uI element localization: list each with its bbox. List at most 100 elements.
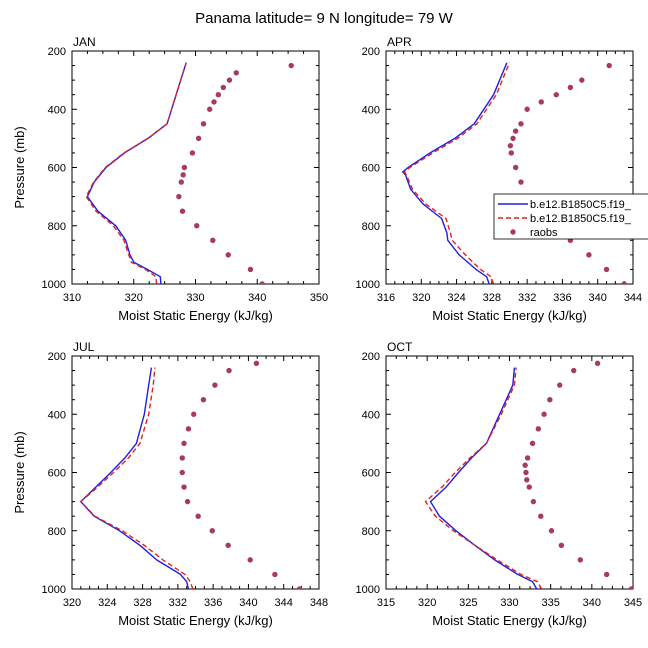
raobs-point-jan bbox=[178, 179, 184, 185]
y-tick-label-jul: 600 bbox=[48, 468, 66, 480]
raobs-point-oct bbox=[603, 571, 610, 578]
panel-apr: APR 316 320 324 328 332 336 340 344 200 400 600 800 1… bbox=[356, 35, 643, 323]
raobs-point-jan bbox=[211, 99, 217, 105]
x-axis-label-jul: Moist Static Energy (kJ/kg) bbox=[118, 613, 273, 628]
raobs-point-apr bbox=[567, 84, 574, 91]
raobs-point-jan bbox=[247, 266, 254, 273]
model-solid-line-jan bbox=[86, 62, 187, 284]
x-tick-label-oct: 325 bbox=[459, 597, 477, 609]
y-tick-label-oct: 800 bbox=[362, 526, 380, 538]
legend-box bbox=[493, 193, 648, 240]
x-tick-label-oct: 340 bbox=[583, 597, 601, 609]
model-dashed-line-jul bbox=[80, 367, 194, 589]
series-group-jul bbox=[80, 360, 303, 589]
y-tick-label-oct: 1000 bbox=[356, 584, 380, 596]
raobs-point-jan bbox=[207, 106, 213, 112]
x-tick-label-apr: 324 bbox=[447, 292, 465, 304]
y-tick-label-jan: 200 bbox=[48, 46, 66, 58]
raobs-point-jan bbox=[226, 77, 233, 83]
raobs-point-oct bbox=[628, 586, 633, 589]
panels: JAN 310 320 330 340 350 200 400 600 800 1000 Moist … bbox=[12, 35, 642, 628]
model-dashed-line-apr bbox=[403, 62, 511, 284]
x-axis-label-apr: Moist Static Energy (kJ/kg) bbox=[432, 308, 587, 323]
raobs-point-apr bbox=[553, 91, 559, 98]
raobs-point-jul bbox=[226, 367, 232, 374]
legend: b.e12.B1850C5.f19_ b.e12.B1850C5.f19_raob… bbox=[493, 193, 648, 240]
series-group-oct bbox=[424, 360, 633, 589]
raobs-point-jul bbox=[272, 571, 278, 578]
panel-title-jan: JAN bbox=[73, 35, 96, 49]
panel-jan: JAN 310 320 330 340 350 200 400 600 800 1000 Moist … bbox=[12, 35, 328, 323]
raobs-point-oct bbox=[547, 396, 553, 403]
raobs-point-oct bbox=[577, 557, 584, 563]
y-axis-label-jan: Pressure (mb) bbox=[12, 126, 27, 208]
raobs-point-jan bbox=[288, 62, 294, 69]
raobs-point-jul bbox=[179, 469, 185, 476]
legend-label: raobs bbox=[530, 227, 558, 239]
raobs-point-jul bbox=[185, 426, 192, 432]
legend-label: b.e12.B1850C5.f19_ bbox=[530, 213, 632, 225]
raobs-point-jan bbox=[233, 70, 239, 76]
raobs-point-jul bbox=[184, 498, 191, 505]
raobs-point-oct bbox=[524, 477, 530, 483]
x-tick-label-jul: 336 bbox=[204, 597, 222, 609]
raobs-point-apr bbox=[579, 77, 585, 83]
raobs-point-jan bbox=[181, 164, 188, 171]
raobs-point-apr bbox=[518, 179, 524, 185]
y-tick-label-jul: 800 bbox=[48, 526, 66, 538]
raobs-point-jan bbox=[179, 208, 186, 214]
figure-title: Panama latitude= 9 N longitude= 79 W bbox=[195, 10, 454, 27]
x-tick-label-apr: 336 bbox=[553, 292, 571, 304]
x-tick-label-jan: 330 bbox=[186, 292, 204, 304]
raobs-point-oct bbox=[548, 528, 555, 534]
x-tick-label-jan: 350 bbox=[310, 292, 328, 304]
y-tick-label-jan: 1000 bbox=[42, 279, 66, 291]
panel-title-jul: JUL bbox=[73, 340, 95, 354]
y-tick-label-jan: 600 bbox=[48, 163, 66, 175]
series-group-apr bbox=[402, 62, 627, 284]
y-tick-label-apr: 1000 bbox=[356, 279, 380, 291]
raobs-point-apr bbox=[606, 62, 612, 69]
raobs-point-oct bbox=[557, 382, 563, 388]
x-tick-label-oct: 345 bbox=[624, 597, 642, 609]
x-axis-label-oct: Moist Static Energy (kJ/kg) bbox=[432, 613, 587, 628]
raobs-point-oct bbox=[571, 367, 577, 374]
raobs-point-jul bbox=[296, 586, 303, 589]
raobs-point-jul bbox=[247, 557, 253, 563]
panel-title-oct: OCT bbox=[387, 340, 413, 354]
raobs-point-jul bbox=[191, 411, 197, 417]
model-solid-line-oct bbox=[429, 367, 538, 589]
panel-jul: JUL 320 324 328 332 336 340 344 348 200 400 600 800 1… bbox=[12, 340, 328, 628]
raobs-point-apr bbox=[512, 164, 519, 171]
x-tick-label-jul: 320 bbox=[63, 597, 81, 609]
series-group-jan bbox=[85, 62, 294, 284]
legend-marker-raobs bbox=[510, 229, 516, 235]
raobs-point-apr bbox=[524, 106, 530, 112]
panel-oct: OCT 315 320 325 330 335 340 345 200 400 600 800 1000… bbox=[356, 340, 643, 628]
plot-frame-apr bbox=[385, 50, 634, 285]
x-tick-label-oct: 330 bbox=[500, 597, 518, 609]
y-tick-label-apr: 400 bbox=[362, 104, 380, 116]
panel-title-apr: APR bbox=[387, 35, 412, 49]
raobs-point-apr bbox=[538, 99, 544, 105]
raobs-point-jul bbox=[212, 382, 218, 388]
raobs-point-oct bbox=[530, 498, 537, 505]
raobs-point-apr bbox=[621, 281, 627, 284]
x-tick-label-apr: 328 bbox=[483, 292, 501, 304]
x-tick-label-apr: 332 bbox=[518, 292, 536, 304]
raobs-point-oct bbox=[538, 513, 544, 519]
x-tick-label-apr: 316 bbox=[377, 292, 395, 304]
raobs-point-jul bbox=[200, 396, 207, 403]
raobs-point-oct bbox=[524, 455, 531, 461]
x-tick-label-oct: 335 bbox=[541, 597, 559, 609]
x-tick-label-jul: 340 bbox=[239, 597, 257, 609]
y-tick-label-jul: 1000 bbox=[42, 584, 66, 596]
x-tick-label-jan: 340 bbox=[248, 292, 266, 304]
raobs-point-jul bbox=[195, 513, 201, 519]
raobs-point-jul bbox=[181, 440, 187, 447]
plot-frame-jul bbox=[71, 355, 320, 590]
raobs-point-oct bbox=[594, 360, 601, 366]
raobs-point-jul bbox=[225, 542, 231, 549]
x-tick-label-jul: 328 bbox=[133, 597, 151, 609]
